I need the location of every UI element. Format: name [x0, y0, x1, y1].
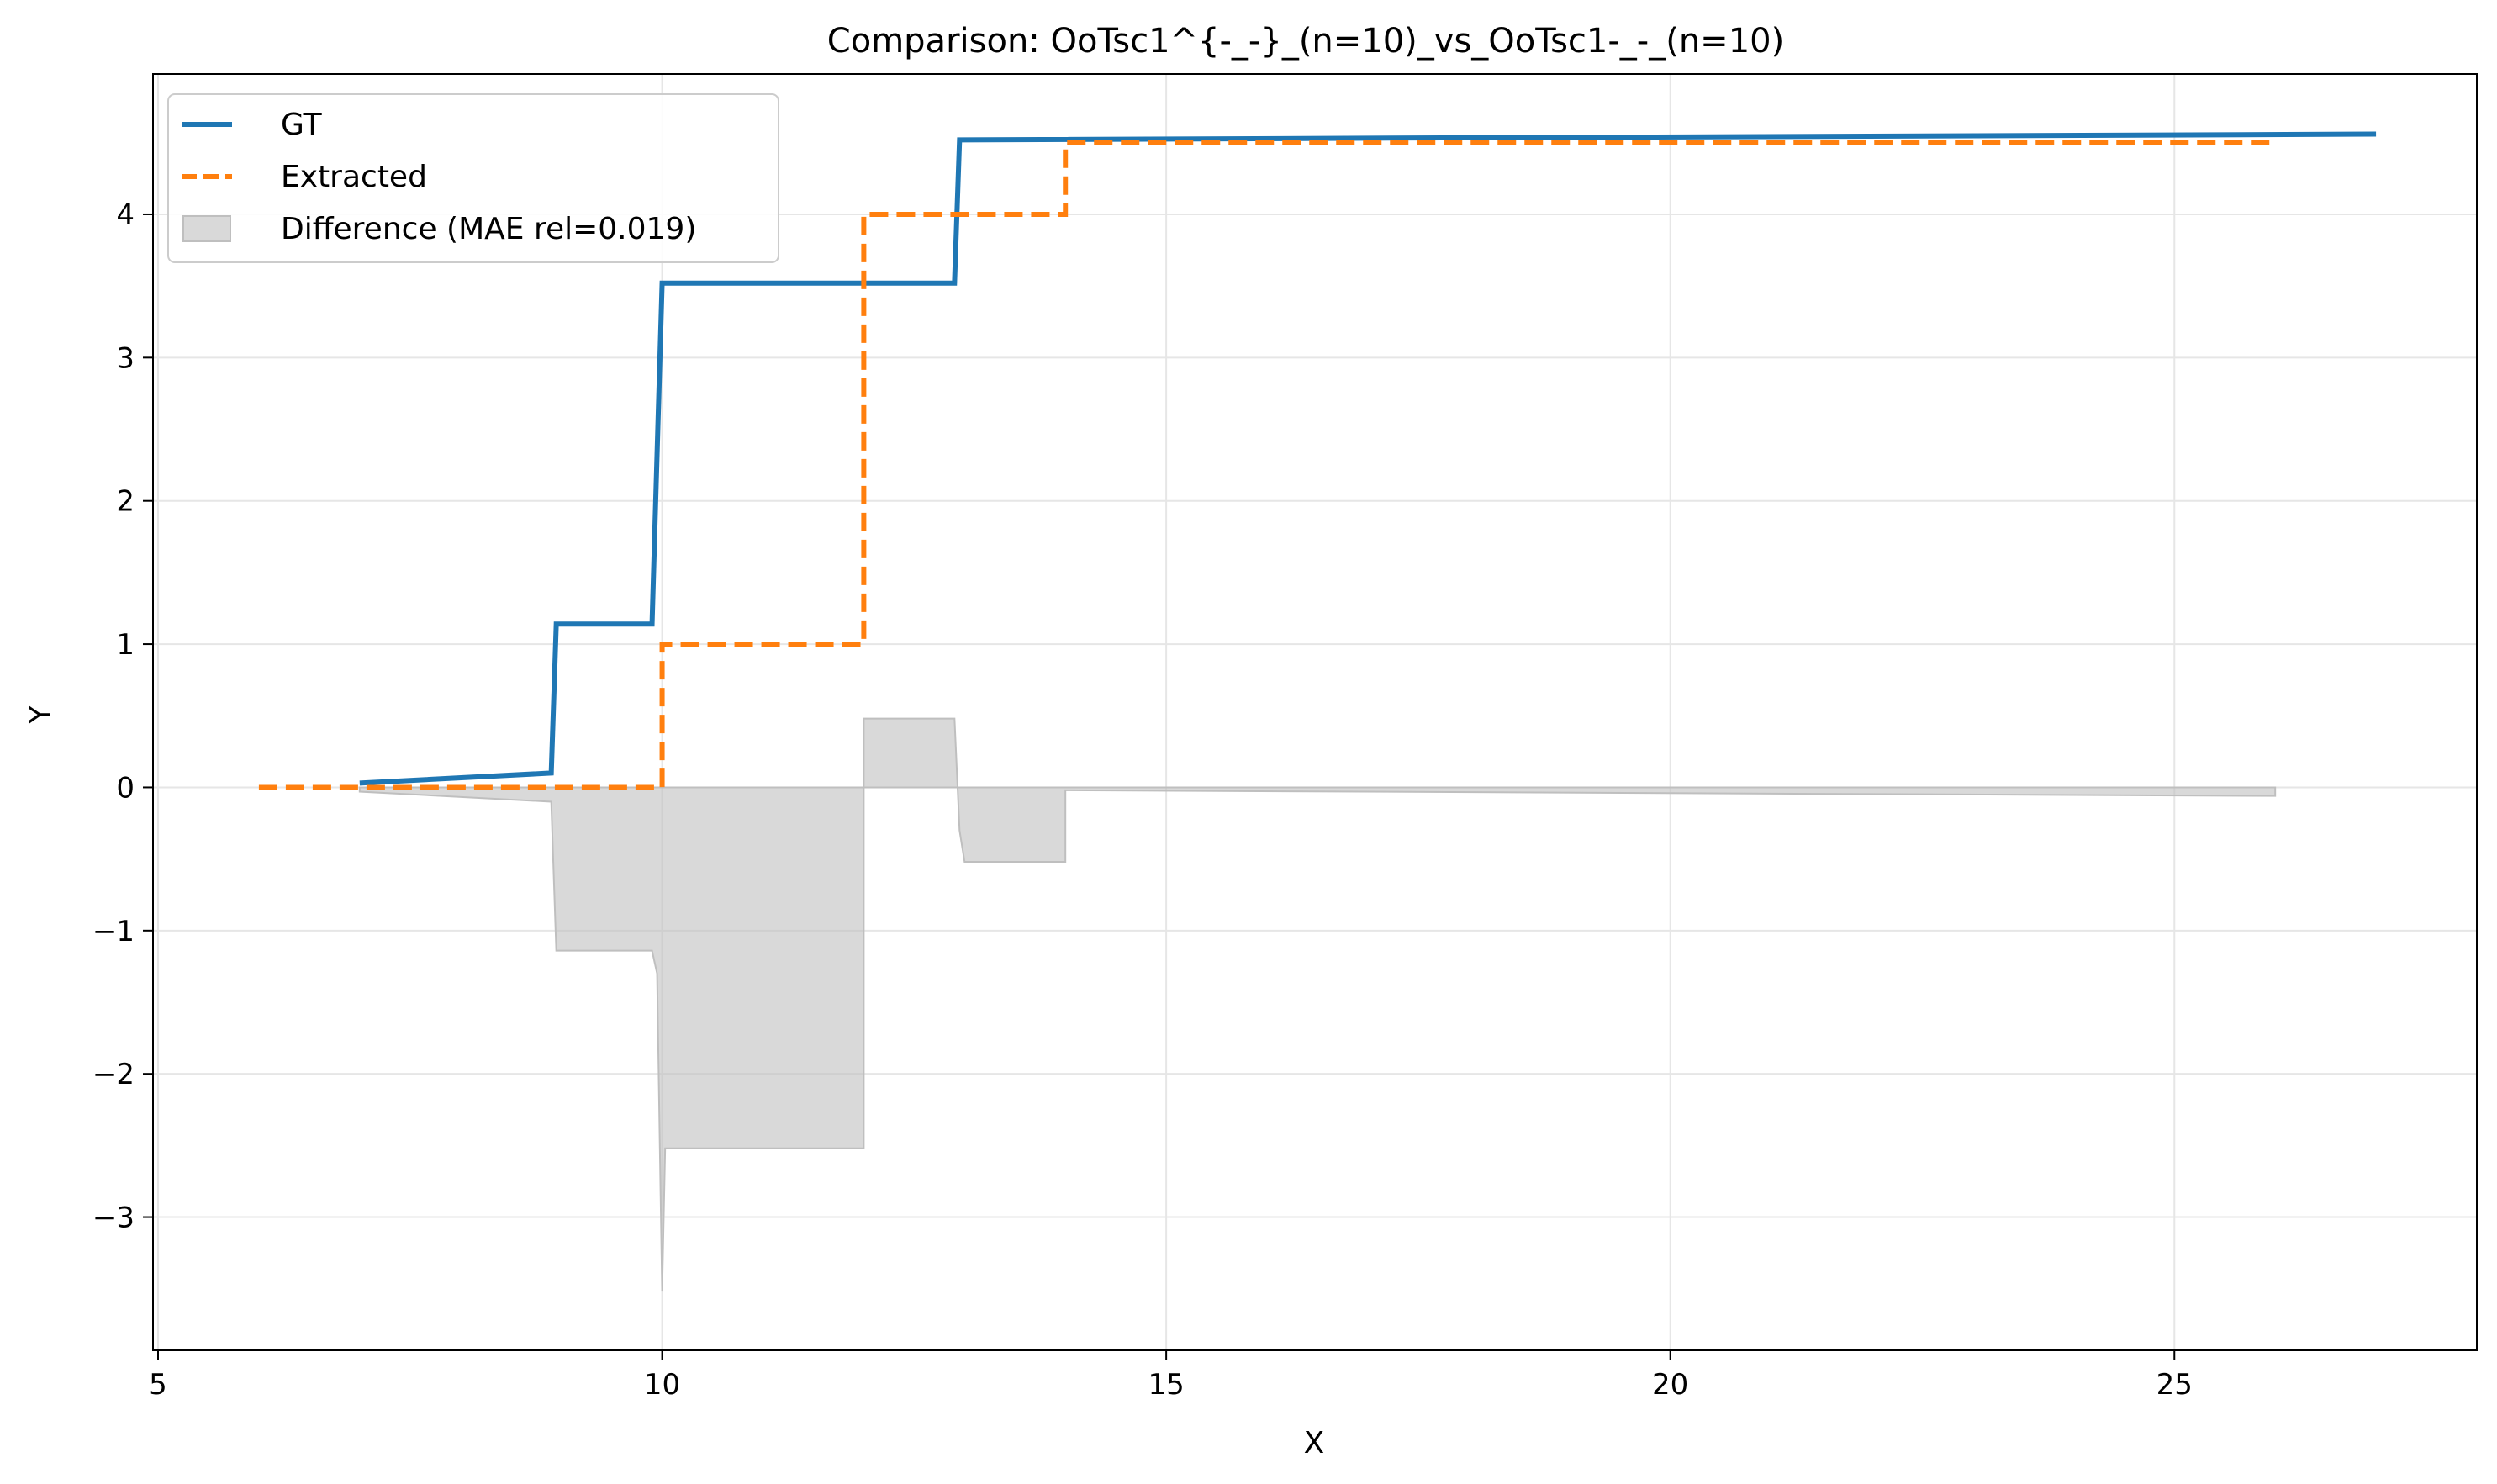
legend-swatch-difference [182, 215, 231, 242]
legend-label: Difference (MAE rel=0.019) [281, 212, 696, 246]
gt-series-line [359, 131, 2377, 786]
legend-label: Extracted [281, 160, 427, 194]
plot-area [258, 131, 2377, 1292]
x-tick-label: 10 [644, 1368, 680, 1402]
axes: 5 10 15 20 25 −3 −2 −1 0 1 2 3 4 [92, 198, 2193, 1402]
y-tick-label: −2 [92, 1058, 135, 1091]
x-axis-label: X [1304, 1426, 1325, 1460]
y-axis-label: Y [24, 705, 58, 725]
x-tick-label: 15 [1148, 1368, 1184, 1402]
y-tick-label: 1 [116, 628, 135, 662]
y-tick-label: 4 [116, 198, 135, 232]
plot-frame [152, 73, 2478, 1351]
x-tick-label: 5 [149, 1368, 167, 1402]
chart-title: Comparison: OoTsc1^{-_-}_(n=10)_vs_OoTsc… [827, 22, 1784, 61]
y-tick-label: 3 [116, 341, 135, 375]
legend-box [167, 93, 779, 263]
y-tick-label: −3 [92, 1201, 135, 1235]
difference-area [358, 717, 2277, 1292]
x-tick-label: 20 [1652, 1368, 1688, 1402]
y-tick-label: 2 [116, 485, 135, 519]
extracted-series-line [258, 140, 2276, 790]
y-tick-label: 0 [116, 771, 135, 805]
y-tick-label: −1 [92, 915, 135, 948]
legend-label: GT [281, 108, 323, 142]
legend: GT Extracted Difference (MAE rel=0.019) [167, 93, 779, 263]
x-tick-label: 25 [2156, 1368, 2193, 1402]
